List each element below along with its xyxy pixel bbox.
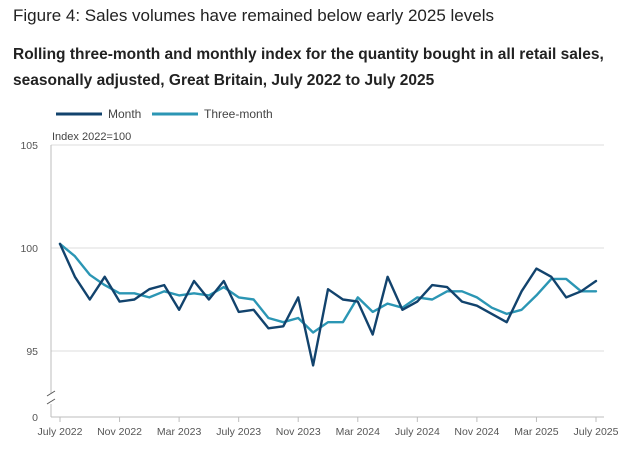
series-lines (58, 242, 598, 367)
gridlines (51, 144, 604, 418)
x-tick-label: July 2022 (38, 426, 83, 438)
y-tick-label: 100 (20, 243, 38, 255)
axis-break-mark (46, 398, 56, 405)
x-axis-tick-labels: July 2022 Nov 2022 Mar 2023 July 2023 Nov 20… (38, 417, 619, 438)
y-tick-label: 105 (20, 140, 38, 152)
y-tick-label: 0 (32, 412, 38, 424)
x-tick-label: Nov 2024 (454, 426, 499, 438)
series-line-three-month (58, 242, 598, 334)
x-tick-label: July 2023 (216, 426, 261, 438)
x-tick-label: July 2025 (574, 426, 619, 438)
x-tick-label: Mar 2023 (157, 426, 202, 438)
axes (46, 145, 56, 417)
x-tick-label: Mar 2025 (514, 426, 559, 438)
chart-legend: Month Three-month (56, 107, 273, 121)
y-axis-tick-labels: 105 100 95 0 (20, 140, 38, 424)
y-axis-unit-label: Index 2022=100 (52, 131, 131, 143)
x-tick-label: Mar 2024 (336, 426, 381, 438)
y-tick-label: 95 (26, 346, 38, 358)
legend-label-three-month: Three-month (204, 107, 273, 121)
axis-break-mark (46, 390, 56, 397)
legend-label-month: Month (108, 107, 141, 121)
x-tick-label: Nov 2023 (276, 426, 321, 438)
x-tick-label: July 2024 (395, 426, 440, 438)
figure-title: Figure 4: Sales volumes have remained be… (13, 6, 494, 25)
x-tick-label: Nov 2022 (97, 426, 142, 438)
figure-subtitle: Rolling three-month and monthly index fo… (13, 46, 604, 89)
series-line-month (58, 242, 598, 367)
